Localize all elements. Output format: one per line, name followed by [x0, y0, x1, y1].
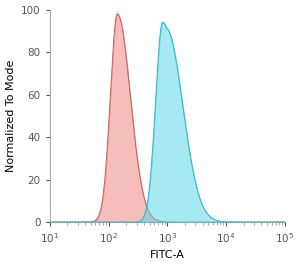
X-axis label: FITC-A: FITC-A — [150, 251, 185, 260]
Y-axis label: Normalized To Mode: Normalized To Mode — [6, 60, 16, 172]
